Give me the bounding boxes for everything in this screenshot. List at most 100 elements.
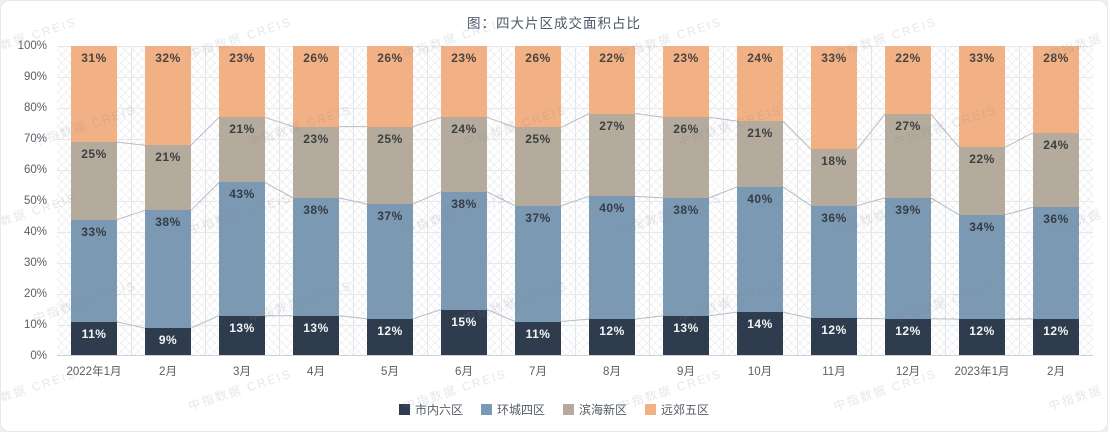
x-tick-label: 9月 xyxy=(677,366,695,378)
bar-segment-label: 14% xyxy=(747,317,773,332)
stacked-bar: 12% 36% 24% 28% xyxy=(1033,46,1079,356)
bar-segment-2: 38% xyxy=(145,210,191,329)
stacked-bar: 12% 39% 27% 22% xyxy=(885,46,931,356)
bar-segment-4: 22% xyxy=(589,46,635,114)
bar-segment-label: 36% xyxy=(1043,212,1069,227)
x-tick-label: 2022年1月 xyxy=(66,366,122,378)
legend: 市内六区 环城四区 滨海新区 远郊五区 xyxy=(1,399,1107,419)
gridline xyxy=(723,46,724,356)
x-tick-label: 4月 xyxy=(307,366,325,378)
bar-segment-label: 12% xyxy=(969,324,995,339)
bar-segment-1: 11% xyxy=(71,321,117,356)
bar-segment-label: 12% xyxy=(821,323,847,338)
gridline xyxy=(871,46,872,356)
stacked-bar: 13% 38% 23% 26% xyxy=(293,46,339,356)
bar-segment-1: 12% xyxy=(885,318,931,356)
bar-segment-label: 40% xyxy=(747,191,773,206)
bar-segment-label: 31% xyxy=(81,51,107,66)
bar-segment-1: 13% xyxy=(663,315,709,356)
y-tick-label: 0% xyxy=(30,350,47,362)
bar-segment-2: 37% xyxy=(367,204,413,319)
stacked-bar: 14% 40% 21% 24% xyxy=(737,46,783,356)
bar-segment-label: 27% xyxy=(599,118,625,133)
bar-segment-label: 23% xyxy=(303,131,329,146)
gridline xyxy=(649,46,650,356)
stacked-bar: 15% 38% 24% 23% xyxy=(441,46,487,356)
bar-segment-label: 12% xyxy=(895,323,921,338)
bar-segment-label: 26% xyxy=(303,51,329,66)
bar-segment-2: 40% xyxy=(737,186,783,313)
bar-segment-1: 12% xyxy=(811,318,857,356)
bar-segment-4: 23% xyxy=(219,46,265,118)
bar-segment-1: 12% xyxy=(367,318,413,356)
gridline xyxy=(1019,46,1020,356)
stacked-bar: 12% 40% 27% 22% xyxy=(589,46,635,356)
x-axis-line xyxy=(57,355,1093,356)
bar-segment-4: 32% xyxy=(145,46,191,146)
bar-segment-3: 21% xyxy=(219,117,265,183)
gridline xyxy=(945,46,946,356)
stacked-bar: 11% 33% 25% 31% xyxy=(71,46,117,356)
y-tick-label: 50% xyxy=(23,195,47,207)
x-tick-label: 2月 xyxy=(1047,366,1065,378)
gridline xyxy=(575,46,576,356)
bar-segment-2: 38% xyxy=(293,197,339,316)
bar-segment-label: 32% xyxy=(155,51,181,66)
bar-segment-2: 43% xyxy=(219,182,265,316)
bar-segment-3: 25% xyxy=(515,127,561,206)
bar-segment-4: 33% xyxy=(959,46,1005,148)
gridline xyxy=(501,46,502,356)
x-tick-label: 11月 xyxy=(822,366,846,378)
bar-segment-label: 24% xyxy=(747,51,773,66)
bar-segment-4: 24% xyxy=(737,46,783,122)
bar-segment-label: 22% xyxy=(599,51,625,66)
bar-segment-4: 31% xyxy=(71,46,117,143)
stacked-bar: 9% 38% 21% 32% xyxy=(145,46,191,356)
legend-item: 滨海新区 xyxy=(563,401,627,418)
bar-segment-2: 34% xyxy=(959,214,1005,320)
gridline xyxy=(797,46,798,356)
gridline xyxy=(279,46,280,356)
plot-area: 11% 33% 25% 31% 9% 38% 21% 32% 13% 43% 21% 23% 13% 38… xyxy=(57,46,1093,356)
bar-segment-label: 33% xyxy=(81,224,107,239)
bar-segment-1: 12% xyxy=(1033,318,1079,356)
bar-segment-label: 43% xyxy=(229,187,255,202)
x-tick-label: 7月 xyxy=(529,366,547,378)
bar-segment-1: 13% xyxy=(293,315,339,356)
bar-segment-3: 25% xyxy=(367,126,413,205)
bar-segment-3: 22% xyxy=(959,147,1005,215)
bar-segment-3: 27% xyxy=(885,114,931,198)
bar-segment-label: 26% xyxy=(673,122,699,137)
chart-title: 图：四大片区成交面积占比 xyxy=(467,16,641,31)
bar-segment-3: 18% xyxy=(811,149,857,206)
legend-swatch-icon xyxy=(398,403,410,415)
bar-segment-4: 28% xyxy=(1033,46,1079,133)
bar-segment-label: 26% xyxy=(525,51,551,66)
bar-segment-label: 37% xyxy=(525,210,551,225)
bar-segment-label: 25% xyxy=(81,147,107,162)
bar-segment-label: 9% xyxy=(158,333,178,348)
bar-segment-3: 26% xyxy=(663,117,709,198)
bar-segment-label: 13% xyxy=(303,320,329,335)
gridline xyxy=(131,46,132,356)
bar-segment-label: 37% xyxy=(377,209,403,224)
bar-segment-1: 12% xyxy=(959,319,1005,356)
legend-label: 远郊五区 xyxy=(661,402,710,417)
stacked-bar: 12% 36% 18% 33% xyxy=(811,46,857,356)
bar-segment-label: 33% xyxy=(821,51,847,66)
bar-segment-4: 33% xyxy=(811,46,857,150)
watermark-text: 中指数据 CREIS xyxy=(1106,101,1108,151)
bar-segment-label: 12% xyxy=(1043,323,1069,338)
y-tick-label: 100% xyxy=(17,40,47,52)
legend-swatch-icon xyxy=(645,403,657,415)
legend-item: 远郊五区 xyxy=(645,401,709,418)
legend-item: 市内六区 xyxy=(398,401,463,418)
stacked-bar: 12% 34% 22% 33% xyxy=(959,46,1005,356)
legend-label: 市内六区 xyxy=(414,402,463,417)
legend-label: 滨海新区 xyxy=(579,402,628,417)
bar-segment-label: 24% xyxy=(451,122,477,137)
x-tick-label: 10月 xyxy=(747,366,773,378)
watermark-text: 中指数据 CREIS xyxy=(1106,277,1108,327)
bar-segment-label: 22% xyxy=(969,152,995,167)
